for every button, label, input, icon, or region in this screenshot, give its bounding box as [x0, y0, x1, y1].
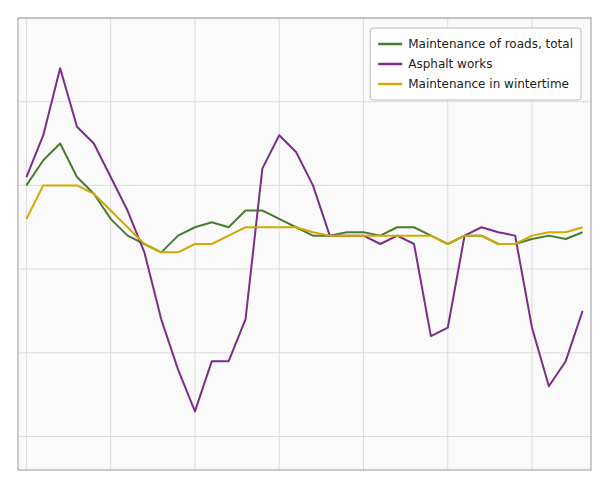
legend-label: Maintenance of roads, total: [408, 37, 573, 51]
plot-background: [18, 18, 591, 470]
page: {"chart_data": {"type": "line", "x": [0,…: [0, 0, 609, 488]
chart: Maintenance of roads, total Asphalt works…: [0, 0, 609, 488]
plot-frame: [18, 18, 591, 470]
legend-label: Maintenance in wintertime: [408, 77, 569, 91]
grid-line-x: [26, 18, 27, 470]
grid-line-x: [110, 18, 111, 470]
series-line: [26, 68, 582, 411]
legend: Maintenance of roads, total Asphalt works…: [370, 28, 581, 100]
grid-line-y: [18, 185, 591, 186]
legend-swatch: [378, 43, 402, 46]
grid-line-x: [363, 18, 364, 470]
series-group: [26, 68, 582, 411]
legend-swatch: [378, 63, 402, 66]
legend-swatch: [378, 83, 402, 86]
legend-label: Asphalt works: [408, 57, 492, 71]
grid-line-x: [279, 18, 280, 470]
grid-line-y: [18, 269, 591, 270]
legend-box: [370, 28, 581, 100]
grid-line-y: [18, 352, 591, 353]
series-line: [26, 144, 582, 253]
series-line: [26, 185, 582, 252]
grid-line-y: [18, 101, 591, 102]
grid: [18, 18, 591, 470]
grid-line-y: [18, 436, 591, 437]
